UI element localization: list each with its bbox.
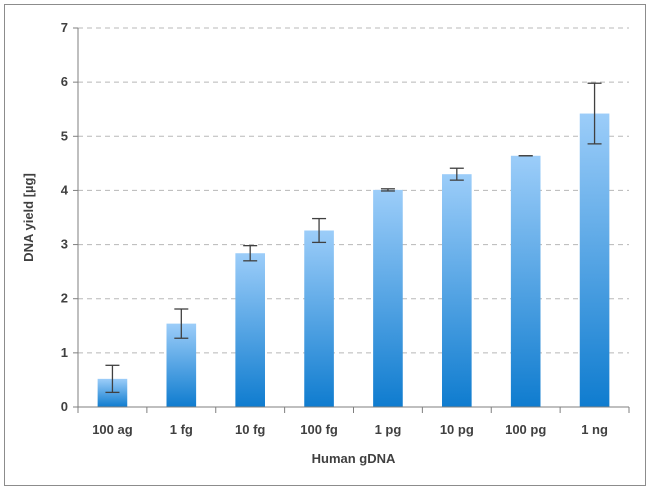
tick-labels: 0 1 2 3 4 5 6 7 100 ag 1 fg 10 fg 100 fg 1 pg 10 pg 10… — [61, 20, 608, 437]
y-tick-label: 3 — [61, 237, 68, 252]
error-bar — [174, 308, 189, 339]
x-tick-label: 1 fg — [170, 422, 193, 437]
error-bar — [312, 217, 327, 244]
bar-100-fg — [304, 230, 334, 407]
x-tick-label: 100 ag — [92, 422, 133, 437]
y-tick-label: 7 — [61, 20, 68, 35]
error-bar — [449, 167, 464, 181]
gridlines — [78, 27, 629, 354]
y-tick-label: 5 — [61, 128, 68, 143]
x-tick-label: 100 fg — [300, 422, 338, 437]
y-tick-label: 2 — [61, 291, 68, 306]
bars — [97, 113, 610, 407]
bar-chart: 0 1 2 3 4 5 6 7 100 ag 1 fg 10 fg 100 fg 1 pg 10 pg 10… — [21, 20, 630, 466]
bar-10-fg — [235, 253, 265, 407]
y-tick-label: 1 — [61, 345, 68, 360]
x-tick-label: 1 pg — [375, 422, 402, 437]
y-axis-title: DNA yield [µg] — [21, 173, 36, 262]
y-tick-label: 4 — [61, 182, 69, 197]
x-tick-label: 10 pg — [440, 422, 474, 437]
error-bar — [105, 364, 120, 394]
x-tick-label: 1 ng — [581, 422, 608, 437]
bar-1-pg — [373, 189, 403, 407]
y-tick-label: 6 — [61, 74, 68, 89]
error-bar — [243, 245, 258, 262]
chart-frame: 0 1 2 3 4 5 6 7 100 ag 1 fg 10 fg 100 fg 1 pg 10 pg 10… — [4, 4, 646, 486]
axes — [73, 27, 630, 413]
error-bar — [587, 82, 602, 145]
bar-1-ng — [579, 113, 610, 407]
bar-10-pg — [442, 174, 472, 407]
error-bars — [105, 82, 602, 394]
x-tick-label: 10 fg — [235, 422, 265, 437]
x-tick-label: 100 pg — [505, 422, 546, 437]
y-tick-label: 0 — [61, 399, 68, 414]
x-axis-title: Human gDNA — [312, 451, 396, 466]
bar-100-pg — [510, 155, 541, 407]
error-bar — [380, 188, 395, 192]
